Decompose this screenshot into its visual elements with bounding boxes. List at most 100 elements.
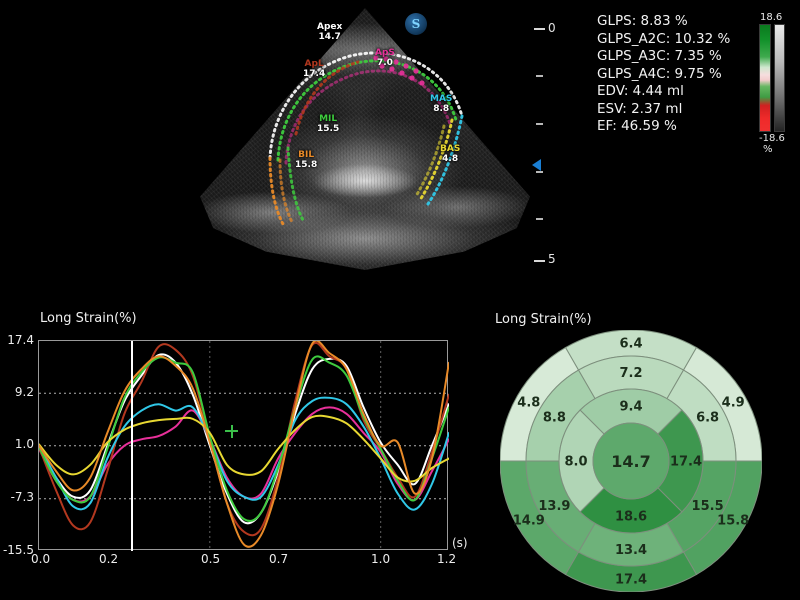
measurement-edv: EDV: 4.44 ml xyxy=(597,83,684,99)
colorbar-bars xyxy=(759,24,799,132)
segment-name: Apex xyxy=(317,22,343,32)
x-tick-label: 0.0 xyxy=(31,552,51,566)
bullseye-segment-value: 4.9 xyxy=(722,396,745,411)
colorbar-color-scale xyxy=(759,24,771,132)
strain-curve-mil xyxy=(39,355,449,522)
strain-curve-apex xyxy=(39,353,449,525)
depth-tick-label: 5 xyxy=(548,252,556,266)
bullseye-segment-value: 6.8 xyxy=(696,410,719,425)
ultrasound-sector xyxy=(200,8,530,270)
segment-name: ApL xyxy=(304,59,324,69)
y-axis-labels: 17.4 9.2 1.0 -7.3 -15.5 xyxy=(0,333,34,557)
bullseye-segment-value: 8.0 xyxy=(564,455,587,470)
strain-colorbar: 18.6 -18.6 % xyxy=(759,12,799,155)
strain-curve-apl xyxy=(39,341,449,537)
bullseye-segment-value: 7.2 xyxy=(619,366,642,381)
measurement-glps-a2c: GLPS_A2C: 10.32 % xyxy=(597,30,731,47)
bullseye-segment-value: 13.4 xyxy=(615,543,647,558)
measurement-glps-a4c: GLPS_A4C: 9.75 % xyxy=(597,65,722,82)
segment-name: BAS xyxy=(440,144,461,154)
colorbar-unit-label: % xyxy=(763,144,773,155)
x-tick-label: 0.2 xyxy=(99,552,119,566)
measurement-glps: GLPS: 8.83 % xyxy=(597,13,688,29)
bullseye-value-labels: 6.4 4.9 15.8 17.4 14.9 4.8 7.2 6.8 15.5 13.4 13.9 8… xyxy=(513,337,749,588)
depth-tick-label: 0 xyxy=(548,21,556,35)
strain-curve-bil xyxy=(39,341,449,548)
depth-tick-major xyxy=(534,260,545,262)
focus-depth-marker[interactable] xyxy=(532,159,541,171)
depth-tick-minor xyxy=(536,75,543,77)
myocardial-tracking-overlay xyxy=(268,51,464,228)
measurement-ef: EF: 46.59 % xyxy=(597,118,677,134)
curve-plot-area[interactable] xyxy=(38,340,449,551)
segment-value: 14.7 xyxy=(318,32,341,43)
segment-name: ApS xyxy=(375,48,395,58)
depth-tick-minor xyxy=(536,171,543,173)
bullseye-segment-value: 9.4 xyxy=(619,400,642,415)
bullseye-center-value: 14.7 xyxy=(611,452,650,471)
strain-curves-svg xyxy=(39,341,449,551)
curve-plot-title: Long Strain(%) xyxy=(40,311,137,326)
segment-value: 4.8 xyxy=(442,154,459,165)
depth-tick-major xyxy=(534,28,545,30)
crosshair-cursor-icon[interactable] xyxy=(225,425,238,438)
measurement-glps-a3c: GLPS_A3C: 7.35 % xyxy=(597,48,722,64)
y-tick-label: -7.3 xyxy=(10,490,34,504)
y-tick-label: 1.0 xyxy=(14,437,34,451)
probe-orientation-marker: S xyxy=(405,13,427,35)
x-tick-label: 0.7 xyxy=(269,552,289,566)
ultrasound-image-panel[interactable]: Apex 14.7 ApS 7.0 ApL 17.4 MAS 8.8 MIL 1… xyxy=(200,8,556,278)
measurement-esv: ESV: 2.37 ml xyxy=(597,100,683,117)
x-axis-labels: 0.0 0.2 0.5 0.7 1.0 1.2 xyxy=(0,552,480,572)
x-tick-label: 1.2 xyxy=(437,552,457,566)
segment-name: MAS xyxy=(430,94,453,104)
bullseye-center-segment[interactable] xyxy=(592,422,670,500)
strain-curve-panel[interactable]: Long Strain(%) 17.4 9.2 1.0 -7.3 -15.5 0… xyxy=(0,300,480,600)
segment-value: 15.5 xyxy=(317,124,340,135)
bullseye-segment-value: 17.4 xyxy=(615,573,647,588)
colorbar-max-label: 18.6 xyxy=(760,12,783,23)
segment-name: BIL xyxy=(298,150,315,160)
depth-scale: 0 5 xyxy=(532,20,574,268)
bullseye-plot[interactable]: 6.4 4.9 15.8 17.4 14.9 4.8 7.2 6.8 15.5 13.4 13.9 8… xyxy=(500,330,762,592)
segment-label-mas: MAS 8.8 xyxy=(430,94,452,115)
segment-name: MIL xyxy=(319,114,338,124)
x-tick-label: 1.0 xyxy=(371,552,391,566)
segment-value: 8.8 xyxy=(433,104,450,115)
depth-tick-minor xyxy=(536,218,543,220)
segment-label-aps: ApS 7.0 xyxy=(375,48,395,69)
bullseye-segment-value: 15.5 xyxy=(692,499,724,514)
segment-label-apl: ApL 17.4 xyxy=(303,59,325,80)
depth-tick-minor xyxy=(536,123,543,125)
measurement-readout: GLPS: 8.83 % GLPS_A2C: 10.32 % GLPS_A3C:… xyxy=(597,13,730,136)
bullseye-segment-value: 18.6 xyxy=(615,510,647,525)
x-axis-unit-label: (s) xyxy=(452,536,468,550)
bullseye-segment-value: 13.9 xyxy=(538,499,570,514)
bullseye-segment-value: 6.4 xyxy=(619,337,642,352)
y-tick-label: 9.2 xyxy=(14,385,34,399)
segment-label-apex: Apex 14.7 xyxy=(317,22,342,43)
bullseye-segment-value: 15.8 xyxy=(717,514,749,529)
y-tick-label: -15.5 xyxy=(2,543,34,557)
bullseye-segments xyxy=(500,330,762,592)
y-tick-label: 17.4 xyxy=(7,333,34,347)
bullseye-segment-value: 4.8 xyxy=(517,396,540,411)
segment-label-bil: BIL 15.8 xyxy=(295,150,317,171)
time-cursor-line[interactable] xyxy=(131,341,134,551)
bullseye-segment-value: 8.8 xyxy=(543,410,566,425)
segment-value: 15.8 xyxy=(295,160,318,171)
colorbar-min-label: -18.6 xyxy=(759,133,785,144)
bullseye-segment-value: 17.4 xyxy=(670,455,702,470)
strain-curve-bas xyxy=(39,414,449,483)
segment-value: 7.0 xyxy=(376,58,393,69)
bullseye-segment-value: 14.9 xyxy=(513,514,545,529)
bullseye-title: Long Strain(%) xyxy=(495,312,592,327)
segment-value: 17.4 xyxy=(303,69,326,80)
bullseye-panel[interactable]: Long Strain(%) 6.4 4.9 15.8 17.4 14.9 4.8 7.2 6… xyxy=(480,300,800,600)
segment-label-bas: BAS 4.8 xyxy=(440,144,460,165)
colorbar-gray-scale xyxy=(774,24,785,132)
series-group xyxy=(39,341,449,548)
segment-label-mil: MIL 15.5 xyxy=(317,114,339,135)
x-tick-label: 0.5 xyxy=(201,552,221,566)
